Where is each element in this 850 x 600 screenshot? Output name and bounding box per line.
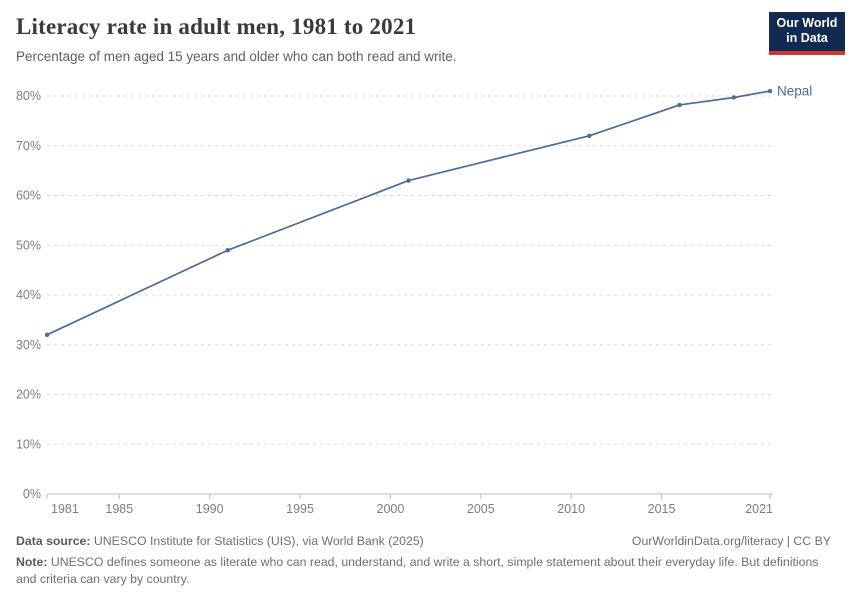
- y-tick-label: 40%: [16, 288, 41, 302]
- y-tick-label: 20%: [16, 388, 41, 402]
- x-tick-label: 1995: [286, 502, 314, 516]
- chart-subtitle: Percentage of men aged 15 years and olde…: [16, 49, 457, 64]
- chart-header: Literacy rate in adult men, 1981 to 2021…: [16, 14, 756, 64]
- y-tick-label: 50%: [16, 238, 41, 252]
- note-label: Note:: [16, 555, 48, 569]
- owid-url-link[interactable]: OurWorldinData.org/literacy | CC BY: [631, 534, 831, 548]
- y-tick-label: 70%: [16, 139, 41, 153]
- data-source-label: Data source:: [16, 534, 91, 548]
- note-text: Note: UNESCO defines someone as literate…: [16, 554, 831, 588]
- trend-line: [46, 90, 771, 336]
- y-tick-label: 0%: [23, 487, 41, 501]
- data-source-value: UNESCO Institute for Statistics (UIS), v…: [90, 534, 424, 548]
- x-tick-label: 2015: [648, 502, 676, 516]
- owid-logo-line2: in Data: [786, 31, 828, 45]
- x-tick-label: 2010: [557, 502, 585, 516]
- x-tick-label: 2000: [377, 502, 405, 516]
- line-chart[interactable]: 0% 10% 20% 30% 40% 50% 60% 70% 80% 1981 1985 1990 19…: [0, 78, 850, 528]
- data-source-text: Data source: UNESCO Institute for Statis…: [16, 533, 424, 550]
- data-point[interactable]: [587, 133, 592, 138]
- data-point[interactable]: [406, 178, 411, 183]
- data-point[interactable]: [44, 332, 50, 337]
- y-tick-label: 30%: [16, 338, 41, 352]
- note-value: UNESCO defines someone as literate who c…: [16, 555, 819, 586]
- data-point[interactable]: [677, 102, 682, 108]
- page-title: Literacy rate in adult men, 1981 to 2021: [16, 14, 417, 39]
- x-tick-label: 1990: [196, 502, 224, 516]
- x-tick-label: 2021: [745, 502, 773, 516]
- owid-logo-line1: Our World: [776, 16, 838, 30]
- x-tick-label: 1985: [105, 502, 133, 516]
- y-tick-label: 80%: [16, 89, 41, 103]
- chart-footer: Data source: UNESCO Institute for Statis…: [16, 533, 831, 588]
- data-point[interactable]: [225, 248, 230, 253]
- owid-logo[interactable]: Our World in Data: [769, 12, 845, 55]
- series-label: Nepal: [777, 84, 812, 99]
- y-tick-label: 10%: [16, 437, 41, 451]
- x-tick-label: 2005: [467, 502, 495, 516]
- data-point[interactable]: [731, 95, 737, 100]
- data-point[interactable]: [767, 88, 773, 94]
- y-tick-label: 60%: [16, 189, 41, 203]
- x-tick-label: 1981: [51, 502, 79, 516]
